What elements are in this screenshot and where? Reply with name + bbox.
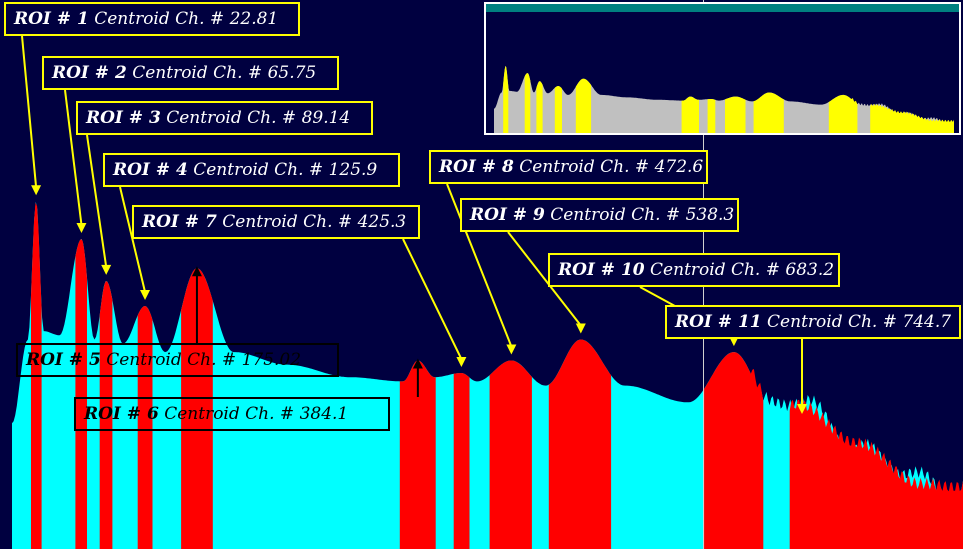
- roi-9-id: ROI # 9: [470, 205, 545, 225]
- roi-6-label: ROI # 6 Centroid Ch. # 384.1: [74, 397, 390, 431]
- roi-6-arrow: [412, 358, 423, 397]
- roi-2-region[interactable]: [75, 239, 87, 549]
- roi-7-centroid: 425.3: [357, 212, 407, 232]
- roi-2-label: ROI # 2 Centroid Ch. # 65.75: [42, 56, 339, 90]
- roi-4-id: ROI # 4: [113, 160, 188, 180]
- roi-2-centroid: 65.75: [267, 63, 317, 83]
- roi-2-prefix: Centroid Ch. #: [132, 63, 263, 83]
- roi-10-centroid: 683.2: [785, 260, 835, 280]
- roi-1-label: ROI # 1 Centroid Ch. # 22.81: [4, 2, 300, 36]
- roi-10-id: ROI # 10: [558, 260, 645, 280]
- roi-3-centroid: 89.14: [301, 108, 351, 128]
- roi-4-label: ROI # 4 Centroid Ch. # 125.9: [103, 153, 400, 187]
- roi-5-region[interactable]: [181, 268, 213, 549]
- overview-inset-title-bar[interactable]: [486, 4, 959, 12]
- roi-2-id: ROI # 2: [52, 63, 127, 83]
- roi-3-arrow: [86, 134, 112, 275]
- roi-10-region[interactable]: [704, 352, 764, 549]
- roi-1-arrow: [21, 35, 42, 196]
- roi-11-centroid: 744.7: [902, 312, 952, 332]
- roi-4-prefix: Centroid Ch. #: [193, 160, 324, 180]
- roi-9-centroid: 538.3: [685, 205, 735, 225]
- roi-1-prefix: Centroid Ch. #: [94, 9, 225, 29]
- roi-6-id: ROI # 6: [84, 404, 159, 424]
- roi-8-id: ROI # 8: [439, 157, 514, 177]
- inset-roi-7-region: [707, 99, 716, 133]
- roi-6-region[interactable]: [399, 360, 436, 549]
- inset-roi-9-region: [753, 92, 784, 133]
- roi-3-region[interactable]: [99, 280, 113, 549]
- roi-7-region[interactable]: [453, 373, 470, 549]
- roi-8-arrow: [446, 183, 517, 355]
- inset-roi-5-region: [575, 78, 592, 133]
- roi-5-label: ROI # 5 Centroid Ch. # 175.02: [16, 343, 339, 377]
- overview-inset-window[interactable]: [484, 2, 961, 135]
- inset-roi-2-region: [524, 73, 531, 133]
- roi-9-prefix: Centroid Ch. #: [550, 205, 681, 225]
- inset-roi-1-region: [503, 66, 509, 133]
- roi-5-arrow: [191, 266, 202, 343]
- roi-8-prefix: Centroid Ch. #: [519, 157, 650, 177]
- roi-6-prefix: Centroid Ch. #: [164, 404, 295, 424]
- inset-roi-3-region: [536, 81, 543, 133]
- roi-4-centroid: 125.9: [328, 160, 378, 180]
- roi-11-id: ROI # 11: [675, 312, 762, 332]
- roi-7-arrow: [402, 238, 467, 368]
- roi-3-label: ROI # 3 Centroid Ch. # 89.14: [76, 101, 373, 135]
- roi-1-centroid: 22.81: [229, 9, 279, 29]
- roi-11-region[interactable]: [789, 399, 963, 549]
- roi-11-arrow: [797, 339, 807, 414]
- roi-7-label: ROI # 7 Centroid Ch. # 425.3: [132, 205, 420, 239]
- roi-1-id: ROI # 1: [14, 9, 89, 29]
- roi-8-region[interactable]: [489, 360, 532, 549]
- roi-9-arrow: [507, 231, 586, 334]
- roi-8-centroid: 472.6: [654, 157, 704, 177]
- roi-5-prefix: Centroid Ch. #: [106, 350, 237, 370]
- roi-6-centroid: 384.1: [299, 404, 349, 424]
- inset-roi-4-region: [554, 86, 562, 133]
- inset-roi-11-region: [870, 104, 954, 133]
- roi-5-centroid: 175.02: [241, 350, 302, 370]
- roi-9-label: ROI # 9 Centroid Ch. # 538.3: [460, 198, 739, 232]
- roi-3-prefix: Centroid Ch. #: [166, 108, 297, 128]
- roi-10-prefix: Centroid Ch. #: [650, 260, 780, 280]
- roi-2-arrow: [64, 89, 87, 233]
- roi-3-id: ROI # 3: [86, 108, 161, 128]
- roi-10-label: ROI # 10 Centroid Ch. # 683.2: [548, 253, 840, 287]
- roi-9-region[interactable]: [548, 339, 612, 549]
- roi-11-label: ROI # 11 Centroid Ch. # 744.7: [665, 305, 961, 339]
- roi-7-prefix: Centroid Ch. #: [222, 212, 353, 232]
- inset-roi-10-region: [828, 94, 858, 133]
- roi-7-id: ROI # 7: [142, 212, 217, 232]
- inset-roi-8-region: [725, 96, 746, 133]
- roi-5-id: ROI # 5: [26, 350, 101, 370]
- roi-11-prefix: Centroid Ch. #: [767, 312, 897, 332]
- overview-inset-plot[interactable]: [486, 12, 959, 133]
- roi-4-region[interactable]: [137, 306, 153, 549]
- roi-4-arrow: [119, 186, 151, 300]
- inset-roi-6-region: [681, 96, 699, 133]
- roi-8-label: ROI # 8 Centroid Ch. # 472.6: [429, 150, 708, 184]
